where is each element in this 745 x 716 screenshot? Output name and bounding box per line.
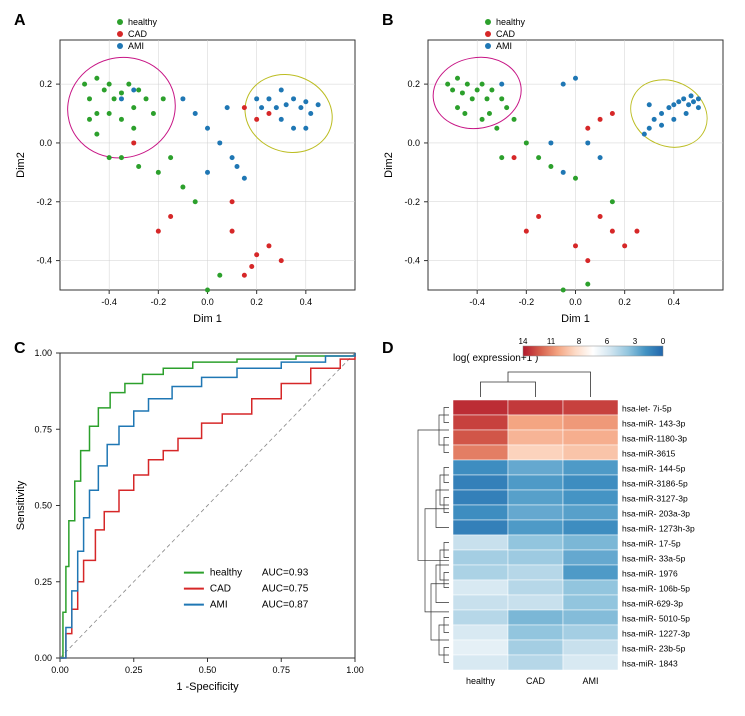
svg-text:hsa-miR- 33a-5p: hsa-miR- 33a-5p (622, 553, 686, 563)
svg-text:0.0: 0.0 (201, 297, 214, 307)
svg-text:0.75: 0.75 (34, 424, 52, 434)
panel-d-label: D (382, 340, 394, 358)
svg-text:6: 6 (605, 338, 610, 346)
svg-text:0.00: 0.00 (51, 665, 69, 675)
svg-text:hsa-miR- 5010-5p: hsa-miR- 5010-5p (622, 613, 690, 623)
svg-text:Dim2: Dim2 (15, 152, 27, 178)
svg-text:CAD: CAD (526, 676, 546, 686)
svg-text:Dim 1: Dim 1 (561, 313, 590, 325)
svg-text:Dim 1: Dim 1 (193, 313, 222, 325)
svg-text:0.50: 0.50 (34, 501, 52, 511)
svg-text:hsa-miR-629-3p: hsa-miR-629-3p (622, 598, 683, 608)
svg-text:AUC=0.75: AUC=0.75 (262, 584, 309, 595)
panel-b: B -0.4 -0.2 0.0 0.2 0.4 -0.4 -0.2 0.0 0.2 Dim 1 Di… (378, 10, 738, 330)
svg-text:0.00: 0.00 (34, 653, 52, 663)
svg-text:hsa-miR-3186-5p: hsa-miR-3186-5p (622, 478, 688, 488)
svg-text:hsa-miR-3127-3p: hsa-miR-3127-3p (622, 493, 688, 503)
heatmap: log( expression+1 )14118630hsa-let- 7i-5… (378, 338, 738, 698)
svg-text:0.0: 0.0 (569, 297, 582, 307)
svg-text:hsa-miR- 23b-5p: hsa-miR- 23b-5p (622, 643, 686, 653)
svg-text:-0.4: -0.4 (404, 256, 420, 266)
svg-text:AMI: AMI (210, 600, 228, 611)
svg-text:Sensitivity: Sensitivity (15, 480, 27, 530)
panel-a: A -0.4 -0.2 0.0 0.2 0.4 -0.4 -0.2 0.0 0.2 Dim 1 Di… (10, 10, 370, 330)
svg-text:CAD: CAD (128, 29, 148, 39)
svg-text:hsa-miR- 1843: hsa-miR- 1843 (622, 658, 678, 668)
svg-text:8: 8 (577, 338, 582, 346)
svg-text:healthy: healthy (466, 676, 496, 686)
svg-text:0.25: 0.25 (125, 665, 143, 675)
svg-text:11: 11 (547, 338, 556, 346)
svg-text:hsa-miR- 203a-3p: hsa-miR- 203a-3p (622, 508, 690, 518)
panel-a-label: A (14, 12, 26, 30)
svg-text:hsa-miR- 144-5p: hsa-miR- 144-5p (622, 463, 686, 473)
svg-text:-0.4: -0.4 (101, 297, 117, 307)
svg-text:0.4: 0.4 (300, 297, 313, 307)
svg-text:hsa-miR- 1227-3p: hsa-miR- 1227-3p (622, 628, 690, 638)
svg-text:hsa-miR- 1273h-3p: hsa-miR- 1273h-3p (622, 523, 695, 533)
svg-text:1 -Specificity: 1 -Specificity (176, 681, 239, 693)
svg-text:healthy: healthy (496, 17, 526, 27)
svg-text:0.2: 0.2 (250, 297, 263, 307)
svg-text:0.75: 0.75 (272, 665, 290, 675)
panel-c: C 0.00 0.25 0.50 0.75 1.00 0.00 0.25 0.50 0.75 1.… (10, 338, 370, 698)
svg-text:1.00: 1.00 (34, 348, 52, 358)
svg-text:hsa-miR-3615: hsa-miR-3615 (622, 448, 676, 458)
svg-text:0: 0 (661, 338, 666, 346)
svg-text:-0.2: -0.2 (404, 197, 420, 207)
svg-text:hsa-miR- 143-3p: hsa-miR- 143-3p (622, 418, 686, 428)
svg-text:hsa-miR- 106b-5p: hsa-miR- 106b-5p (622, 583, 690, 593)
svg-text:AMI: AMI (128, 41, 144, 51)
svg-text:0.4: 0.4 (668, 297, 681, 307)
svg-text:hsa-miR- 17-5p: hsa-miR- 17-5p (622, 538, 681, 548)
panel-b-label: B (382, 12, 394, 30)
svg-text:AMI: AMI (582, 676, 598, 686)
svg-text:CAD: CAD (496, 29, 516, 39)
svg-text:0.2: 0.2 (618, 297, 631, 307)
svg-text:0.0: 0.0 (39, 138, 52, 148)
svg-text:0.0: 0.0 (407, 138, 420, 148)
svg-text:hsa-miR-1180-3p: hsa-miR-1180-3p (622, 433, 687, 443)
svg-text:0.25: 0.25 (34, 577, 52, 587)
svg-text:AMI: AMI (496, 41, 512, 51)
svg-text:14: 14 (519, 338, 528, 346)
svg-text:healthy: healthy (210, 568, 242, 579)
svg-text:-0.2: -0.2 (36, 197, 52, 207)
svg-text:-0.2: -0.2 (519, 297, 535, 307)
svg-text:0.2: 0.2 (407, 79, 420, 89)
svg-text:3: 3 (633, 338, 638, 346)
svg-text:-0.2: -0.2 (151, 297, 167, 307)
svg-text:hsa-let- 7i-5p: hsa-let- 7i-5p (622, 403, 672, 413)
svg-text:-0.4: -0.4 (36, 256, 52, 266)
roc-chart: 0.00 0.25 0.50 0.75 1.00 0.00 0.25 0.50 0.75 1.00… (10, 338, 370, 698)
svg-text:1.00: 1.00 (346, 665, 364, 675)
scatter-b: -0.4 -0.2 0.0 0.2 0.4 -0.4 -0.2 0.0 0.2 Dim 1 Dim2… (378, 10, 738, 330)
panel-d: D log( expression+1 )14118630hsa-let- 7i… (378, 338, 738, 698)
svg-text:AUC=0.87: AUC=0.87 (262, 600, 309, 611)
svg-text:CAD: CAD (210, 584, 231, 595)
svg-text:Dim2: Dim2 (383, 152, 395, 178)
svg-text:hsa-miR- 1976: hsa-miR- 1976 (622, 568, 678, 578)
svg-text:-0.4: -0.4 (469, 297, 485, 307)
svg-text:0.50: 0.50 (199, 665, 217, 675)
svg-text:healthy: healthy (128, 17, 158, 27)
scatter-a: -0.4 -0.2 0.0 0.2 0.4 -0.4 -0.2 0.0 0.2 Dim 1 Dim2… (10, 10, 370, 330)
svg-text:AUC=0.93: AUC=0.93 (262, 568, 309, 579)
panel-c-label: C (14, 340, 26, 358)
svg-text:0.2: 0.2 (39, 79, 52, 89)
